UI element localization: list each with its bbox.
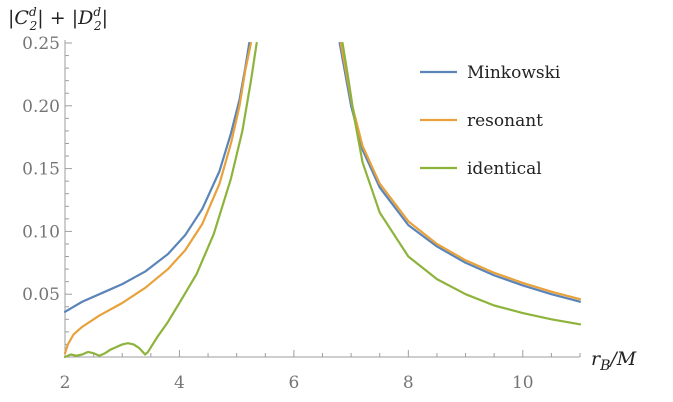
axes: 2 4 6 8 10 0.05 0.10 0.15 0.20 0.25: [22, 34, 581, 393]
series-identical-line-2: [341, 41, 582, 326]
x-tick-label: 4: [174, 373, 185, 393]
series-minkowski-line-2: [338, 41, 582, 303]
series-identical-line-1: [63, 41, 258, 359]
x-tick-label: 2: [60, 373, 71, 393]
plot-area: [63, 41, 582, 359]
legend-label-identical: identical: [467, 159, 542, 179]
axis-titles: rB/M |Cd 2| + |Dd 2|: [8, 5, 637, 374]
y-tick-label: 0.15: [22, 160, 60, 180]
y-axis-title: |Cd 2| + |Dd 2|: [8, 5, 108, 33]
x-tick-label: 6: [288, 373, 299, 393]
x-tick-label: 8: [403, 373, 414, 393]
legend-label-resonant: resonant: [467, 111, 543, 131]
y-tick-label: 0.05: [22, 285, 60, 305]
x-tick-label: 10: [512, 373, 534, 393]
y-tick-label: 0.10: [22, 222, 60, 242]
x-axis-title: rB/M: [591, 348, 637, 374]
series-resonant-line-1: [63, 41, 253, 355]
legend: Minkowski resonant identical: [420, 63, 561, 179]
y-tick-label: 0.20: [22, 97, 60, 117]
y-tick-label: 0.25: [22, 34, 60, 54]
legend-label-minkowski: Minkowski: [467, 63, 561, 83]
